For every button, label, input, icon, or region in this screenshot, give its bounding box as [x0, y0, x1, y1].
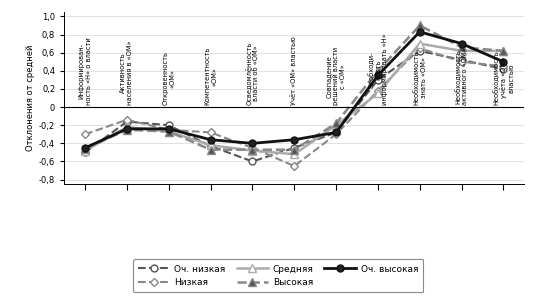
Line: Низкая: Низкая — [82, 45, 506, 169]
Средняя — [82, 149, 88, 152]
Низкая — [374, 89, 381, 93]
Text: Осведомлённость
власти об «ОМ»: Осведомлённость власти об «ОМ» — [246, 42, 259, 105]
Y-axis label: Отклонения от средней: Отклонения от средней — [26, 45, 35, 151]
Средняя — [374, 92, 381, 95]
Средняя — [124, 125, 130, 129]
Средняя — [249, 149, 256, 152]
Оч. низкая — [249, 160, 256, 163]
Низкая — [458, 60, 465, 64]
Line: Оч. низкая: Оч. низкая — [82, 48, 507, 165]
Text: Компетентность
«ОМ»: Компетентность «ОМ» — [204, 47, 217, 105]
Низкая — [82, 132, 88, 136]
Оч. высокая — [291, 138, 297, 141]
Низкая — [124, 118, 130, 121]
Line: Высокая: Высокая — [81, 21, 508, 154]
Оч. высокая — [82, 146, 88, 150]
Text: Активность
населения в «ОМ»: Активность населения в «ОМ» — [120, 41, 133, 105]
Legend: Оч. низкая, Низкая, Средняя, Высокая, Оч. высокая: Оч. низкая, Низкая, Средняя, Высокая, Оч… — [133, 259, 423, 293]
Оч. высокая — [208, 138, 214, 141]
Высокая — [458, 45, 465, 49]
Оч. низкая — [374, 78, 381, 82]
Оч. высокая — [374, 74, 381, 77]
Оч. низкая — [500, 67, 507, 71]
Оч. высокая — [165, 127, 172, 131]
Оч. низкая — [124, 120, 130, 123]
Низкая — [208, 131, 214, 134]
Text: Необходимость
учёта «ОМ»
властью: Необходимость учёта «ОМ» властью — [493, 50, 514, 105]
Оч. высокая — [124, 127, 130, 131]
Line: Средняя: Средняя — [81, 40, 508, 158]
Оч. низкая — [458, 58, 465, 62]
Высокая — [291, 148, 297, 151]
Оч. высокая — [500, 60, 507, 64]
Средняя — [458, 49, 465, 53]
Оч. высокая — [458, 42, 465, 45]
Низкая — [333, 132, 339, 136]
Оч. низкая — [333, 131, 339, 134]
Оч. низкая — [291, 146, 297, 150]
Высокая — [124, 128, 130, 132]
Низкая — [165, 128, 172, 132]
Низкая — [249, 146, 256, 150]
Средняя — [333, 124, 339, 127]
Средняя — [417, 42, 423, 45]
Высокая — [249, 148, 256, 151]
Низкая — [500, 64, 507, 68]
Низкая — [291, 164, 297, 168]
Оч. низкая — [82, 151, 88, 154]
Оч. низкая — [208, 144, 214, 148]
Низкая — [417, 46, 423, 50]
Text: Необходимость
активного «ОМ»: Необходимость активного «ОМ» — [455, 48, 469, 105]
Оч. высокая — [333, 131, 339, 134]
Средняя — [500, 49, 507, 53]
Text: Откровенность
«ОМ»: Откровенность «ОМ» — [162, 51, 175, 105]
Text: Необходи-
мость
информировать «Н»: Необходи- мость информировать «Н» — [368, 34, 388, 105]
Text: Необходимость
знать «ОМ»: Необходимость знать «ОМ» — [413, 50, 426, 105]
Средняя — [208, 143, 214, 147]
Text: Совпадение
решений власти
с «ОМ»: Совпадение решений власти с «ОМ» — [326, 47, 346, 105]
Высокая — [82, 147, 88, 151]
Средняя — [291, 152, 297, 156]
Оч. низкая — [417, 49, 423, 53]
Высокая — [208, 148, 214, 151]
Оч. высокая — [417, 30, 423, 34]
Text: Учёт «ОМ» властью: Учёт «ОМ» властью — [291, 37, 297, 105]
Высокая — [417, 24, 423, 27]
Высокая — [165, 130, 172, 133]
Высокая — [333, 121, 339, 125]
Средняя — [165, 130, 172, 133]
Оч. высокая — [249, 142, 256, 145]
Line: Оч. высокая: Оч. высокая — [82, 28, 507, 151]
Text: Информирован-
ность «Н» о власти: Информирован- ность «Н» о власти — [79, 37, 91, 105]
Оч. низкая — [165, 124, 172, 127]
Высокая — [374, 69, 381, 72]
Высокая — [500, 49, 507, 53]
